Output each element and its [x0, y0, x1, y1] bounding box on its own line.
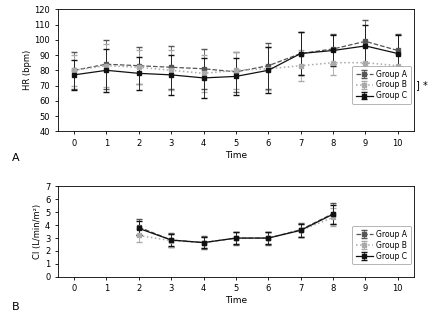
Text: ] *: ] *	[416, 80, 428, 90]
Legend: Group A, Group B, Group C: Group A, Group B, Group C	[352, 66, 411, 104]
X-axis label: Time: Time	[225, 296, 247, 305]
Y-axis label: CI (L/min/m²): CI (L/min/m²)	[33, 204, 42, 259]
Text: A: A	[12, 153, 19, 163]
X-axis label: Time: Time	[225, 151, 247, 160]
Text: B: B	[12, 302, 19, 311]
Y-axis label: HR (bpm): HR (bpm)	[23, 50, 32, 91]
Legend: Group A, Group B, Group C: Group A, Group B, Group C	[352, 226, 411, 264]
